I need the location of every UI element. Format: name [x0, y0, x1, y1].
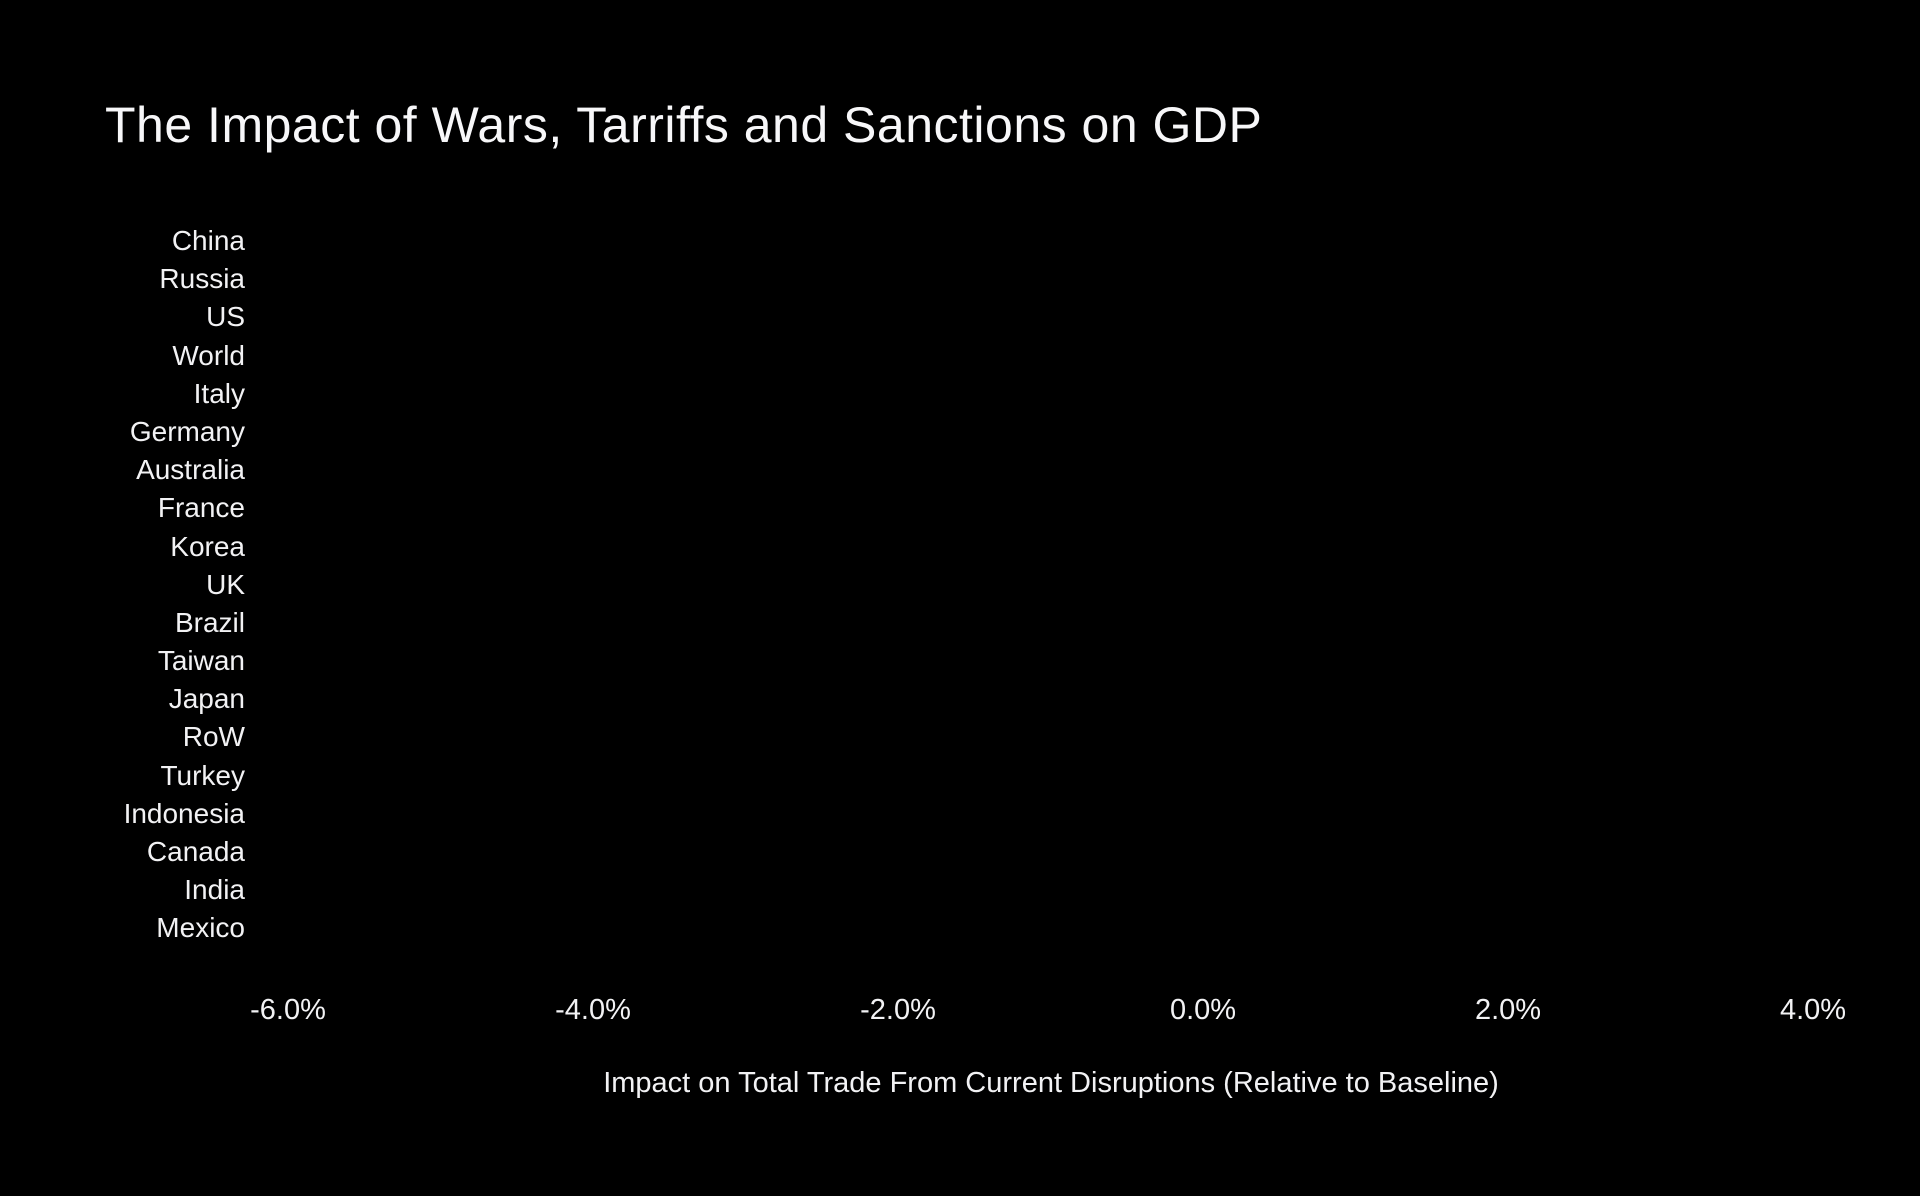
y-axis-label: World: [172, 339, 245, 371]
x-axis-ticks: -6.0% -4.0% -2.0% 0.0% 2.0% 4.0%: [208, 991, 1893, 1029]
y-axis-label: UK: [206, 568, 245, 600]
y-axis-label: Indonesia: [123, 797, 245, 829]
y-axis-label: Taiwan: [157, 645, 245, 677]
y-axis-label: Russia: [159, 263, 245, 295]
y-axis-label: Korea: [170, 530, 245, 562]
y-axis-label: RoW: [182, 721, 245, 753]
y-axis-label: Germany: [129, 415, 245, 447]
y-axis-label: Italy: [193, 377, 245, 409]
y-axis-label: Brazil: [174, 606, 245, 638]
y-axis-label: China: [171, 225, 245, 256]
x-axis-tick: 4.0%: [1779, 994, 1847, 1026]
y-axis-label: Australia: [136, 454, 245, 486]
y-axis-label: Canada: [146, 836, 245, 867]
x-axis-label: Impact on Total Trade From Current Disru…: [603, 1067, 1499, 1099]
x-axis-tick: 2.0%: [1474, 994, 1542, 1026]
y-axis-label: France: [157, 492, 245, 524]
y-axis-label: Mexico: [156, 912, 245, 944]
y-axis-label: Japan: [168, 683, 245, 715]
chart-title: The Impact of Wars, Tarriffs and Sanctio…: [105, 97, 1263, 153]
y-axis-labels: China Russia US World Italy Germany Australia F…: [0, 222, 245, 948]
plot-area: [260, 205, 1880, 965]
x-axis-tick: -4.0%: [555, 994, 631, 1026]
y-axis-label: US: [206, 301, 245, 333]
y-axis-label: Turkey: [160, 759, 245, 791]
y-axis-label: India: [184, 874, 245, 906]
x-axis-tick: 0.0%: [1169, 994, 1237, 1026]
x-axis-tick: -2.0%: [860, 994, 936, 1026]
x-axis-tick: -6.0%: [250, 994, 326, 1026]
